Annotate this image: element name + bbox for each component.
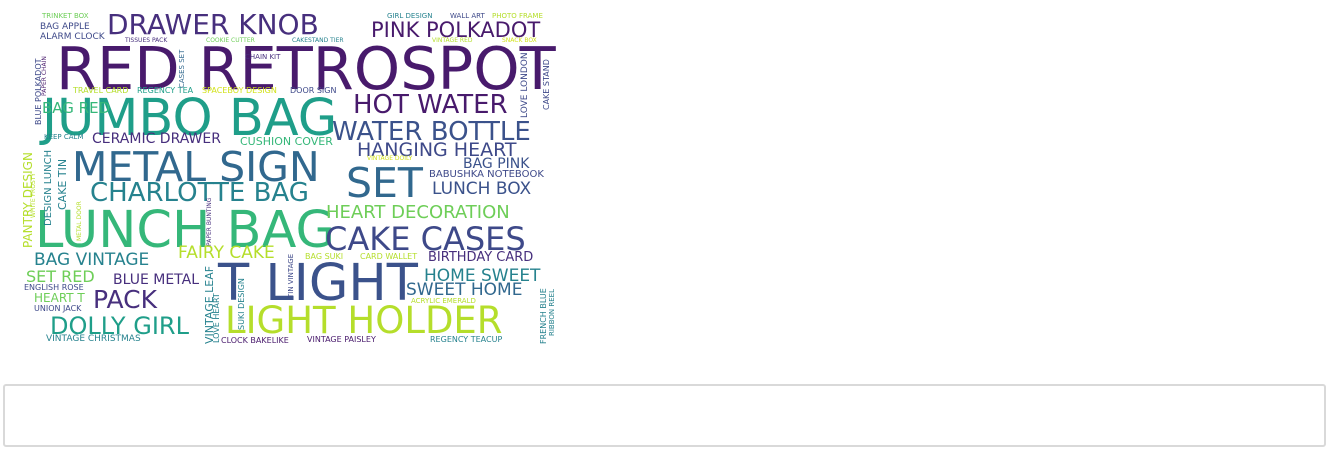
word-cloud-word: HEART T xyxy=(34,291,85,305)
text-input-box[interactable] xyxy=(3,384,1326,447)
word-cloud-word: COOKIE CUTTER xyxy=(206,37,255,44)
word-cloud-word: TRAVEL CARD xyxy=(73,86,129,95)
word-cloud-word: PAPER BUNTING xyxy=(206,197,213,246)
word-cloud-word: DOOR SIGN xyxy=(290,86,337,95)
word-cloud-word: ALARM CLOCK xyxy=(40,32,105,42)
word-cloud-word: SET xyxy=(346,159,423,207)
word-cloud-word: SPACEBOY DESIGN xyxy=(202,86,277,95)
word-cloud-word: CAKE CASES xyxy=(325,220,526,258)
word-cloud-word: CAKE STAND xyxy=(542,59,551,110)
word-cloud-word: SET RED xyxy=(26,267,95,286)
word-cloud-word: CAKESTAND TIER xyxy=(292,37,344,44)
word-cloud-word: VINTAGE RED xyxy=(432,37,473,44)
word-cloud-word: WATER BOTTLE xyxy=(332,117,531,147)
word-cloud-word: WHITE FROSTY xyxy=(30,172,37,218)
word-cloud-word: BIRTHDAY CARD xyxy=(428,250,534,265)
word-cloud-word: BAG SUKI xyxy=(305,252,344,261)
word-cloud-word: TIN VINTAGE xyxy=(287,253,295,298)
word-cloud-word: SNACK BOX xyxy=(502,37,537,44)
word-cloud-word: T LIGHT xyxy=(218,254,418,313)
word-cloud-word: FAIRY CAKE xyxy=(178,243,275,263)
word-cloud-word: CERAMIC DRAWER xyxy=(92,131,221,147)
word-cloud-word: JUMBO BAG xyxy=(42,89,338,148)
word-cloud-word: DRAWER KNOB xyxy=(107,8,319,41)
word-cloud-word: LUNCH BOX xyxy=(432,179,532,199)
word-cloud-word: CARD WALLET xyxy=(360,252,418,261)
word-cloud-word: DOLLY GIRL xyxy=(50,312,189,340)
word-cloud-word: LUNCH BAG xyxy=(35,201,336,260)
word-cloud-word: PAPER CHAIN xyxy=(41,56,48,96)
word-cloud-word: CLOCK BAKELIKE xyxy=(221,336,289,345)
word-cloud-word: PACK xyxy=(93,285,157,314)
word-cloud-word: BAG RED xyxy=(42,99,111,117)
word-cloud-word: FRENCH BLUE xyxy=(539,288,548,344)
word-cloud-word: UNION JACK xyxy=(34,304,82,313)
word-cloud-word: ENGLISH ROSE xyxy=(24,283,84,292)
word-cloud-word: DESIGN LUNCH xyxy=(43,149,54,226)
word-cloud-word: GIRL DESIGN xyxy=(387,12,433,20)
word-cloud-word: LOVE LONDON xyxy=(520,52,530,118)
word-cloud-word: REGENCY TEACUP xyxy=(430,335,503,344)
word-cloud-word: SWEET HOME xyxy=(406,280,523,300)
word-cloud-word: CASES SET xyxy=(178,49,186,88)
word-cloud-word: SUKI DESIGN xyxy=(237,278,246,330)
word-cloud-word: PHOTO FRAME xyxy=(492,12,543,20)
word-cloud-word: BAG VINTAGE xyxy=(34,250,150,270)
word-cloud-word: LIGHT HOLDER xyxy=(225,299,503,342)
word-cloud-word: RIBBON REEL xyxy=(548,289,556,336)
word-cloud-word: ACRYLIC EMERALD xyxy=(411,297,476,305)
word-cloud-word: REGENCY TEA xyxy=(137,86,194,95)
word-cloud-word: TRINKET BOX xyxy=(42,12,89,20)
word-cloud-word: BABUSHKA NOTEBOOK xyxy=(429,169,544,180)
word-cloud-word: PINK POLKADOT xyxy=(371,18,541,42)
word-cloud-word: HOT WATER xyxy=(353,90,508,120)
word-cloud-word: HOME SWEET xyxy=(424,266,541,286)
word-cloud-word: KEEP CALM xyxy=(44,133,84,141)
word-cloud-word: BLUE METAL xyxy=(113,272,200,288)
word-cloud-word: BAG APPLE xyxy=(40,22,90,32)
word-cloud-word: VINTAGE DOILY xyxy=(367,155,413,162)
word-cloud-word: CAKE TIN xyxy=(56,158,69,210)
word-cloud-word: METAL SIGN xyxy=(72,143,320,191)
word-cloud-word: CUSHION COVER xyxy=(240,135,333,148)
word-cloud-word: CHAIN KIT xyxy=(245,53,281,61)
word-cloud-word: TISSUES PACK xyxy=(125,37,168,44)
word-cloud-word: METAL DOOR xyxy=(76,201,83,241)
word-cloud-word: LOVE HEART xyxy=(212,293,221,343)
word-cloud-word: VINTAGE PAISLEY xyxy=(307,335,376,344)
word-cloud-word: RED RETROSPOT xyxy=(56,34,556,103)
word-cloud-word: VINTAGE CHRISTMAS xyxy=(46,334,141,344)
word-cloud-word: BAG PINK xyxy=(463,156,530,172)
word-cloud-word: WALL ART xyxy=(450,12,485,20)
word-cloud-word: HEART DECORATION xyxy=(326,202,510,223)
word-cloud-word: CHARLOTTE BAG xyxy=(90,178,309,208)
word-cloud-image: RED RETROSPOT JUMBO BAG LUNCH BAG METAL … xyxy=(20,8,560,350)
word-cloud-word: HANGING HEART xyxy=(357,139,517,161)
